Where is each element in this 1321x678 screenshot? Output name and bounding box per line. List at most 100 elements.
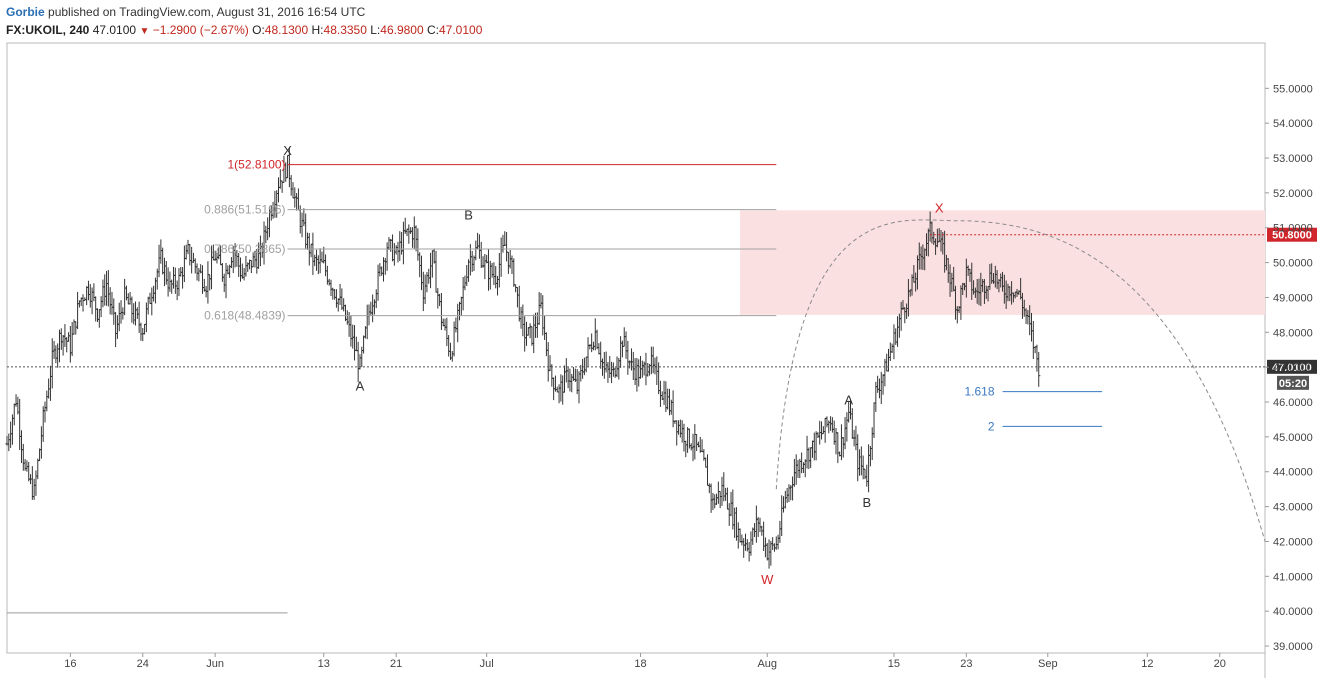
ohlc-bar [66,332,71,342]
ohlc-bar [86,280,91,301]
ohlc-bar [10,414,15,445]
ohlc-bar [193,258,197,274]
ohlc-bar [646,362,650,377]
ohlc-bar [349,315,353,347]
ohlc-bar [678,419,682,438]
ohlc-bar [385,242,389,271]
ohlc-bar [352,325,357,361]
ohlc-bar [879,371,883,405]
author-link[interactable]: Gorbie [6,5,45,19]
ohlc-bar [559,374,563,402]
ohlc-bar [590,333,594,353]
ohlc-bar [159,239,163,264]
ohlc-bar [479,241,483,268]
ohlc-bar [767,539,771,569]
arc-projection[interactable] [775,219,1266,542]
y-tick-label: 55.0000 [1273,83,1313,95]
ohlc-bar [897,313,901,338]
ohlc-bar [626,340,630,375]
ohlc-line: FX:UKOIL, 240 47.0100 ▼ −1.2900 (−2.67%)… [6,21,1306,41]
ohlc-bar [499,237,503,277]
y-tick-label: 49.0000 [1273,292,1313,304]
ohlc-bar [21,443,25,471]
ohlc-bar [638,356,643,379]
ohlc-bar [224,262,228,299]
ohlc-bar [387,237,391,250]
ohlc-bar [841,436,845,458]
ohlc-bar [546,342,550,382]
ohlc-bar [517,285,521,322]
ohlc-bar [157,244,161,278]
ohlc-bar [200,265,205,294]
ohlc-bar [137,301,141,333]
wave-label: W [761,572,774,587]
ohlc-bar [691,433,695,462]
symbol-label[interactable]: FX:UKOIL, 240 [6,23,90,37]
ohlc-bar [316,255,320,275]
ohlc-bar [814,431,818,461]
ohlc-bar [729,491,733,517]
high-label: H: [311,23,324,37]
ohlc-bar [501,234,505,253]
ohlc-bar [305,232,310,250]
ohlc-bar [514,284,518,293]
ohlc-bar [765,542,769,561]
ohlc-bar [394,245,398,255]
ohlc-bar [88,283,92,308]
x-tick-label: Jun [206,658,224,670]
ohlc-bar [562,365,567,393]
down-arrow-icon: ▼ [139,26,150,37]
ohlc-bar [825,416,829,428]
ohlc-bar [39,426,43,459]
ohlc-bar [405,228,409,237]
ohlc-bar [396,241,400,263]
ohlc-bar [474,240,478,261]
ohlc-bar [12,403,16,426]
ohlc-bar [495,275,500,296]
ohlc-bar [54,345,58,364]
ohlc-bar [876,375,880,393]
ohlc-bar [238,257,243,282]
ohlc-bar [95,308,100,322]
ohlc-bar [756,517,760,537]
ohlc-bar [9,421,13,448]
x-tick-label: 18 [634,658,646,670]
ohlc-bar [436,288,440,309]
ohlc-bar [419,255,424,291]
ohlc-bar [416,228,420,261]
ohlc-bar [705,454,710,486]
ohlc-bar [90,287,94,315]
resistance-zone[interactable] [740,210,1265,315]
ohlc-bar [229,257,234,269]
x-tick-label: Sep [1038,658,1058,670]
ohlc-bar [50,338,54,389]
ohlc-bar [892,324,896,360]
ohlc-bar [465,265,469,287]
ohlc-bar [296,188,301,211]
ohlc-bar [162,257,167,287]
ohlc-bar [890,343,894,353]
ohlc-bar [206,261,210,304]
ohlc-bar [682,423,686,452]
x-tick-label: 13 [318,658,330,670]
last-price: 47.0100 [92,23,137,37]
current-price-tag [1267,359,1317,374]
x-tick-label: 15 [888,658,900,670]
ohlc-bar [776,534,780,550]
ohlc-bar [99,296,103,318]
ohlc-bar [809,447,813,468]
ohlc-bar [329,279,333,297]
ohlc-bar [445,317,449,347]
ohlc-bar [390,234,395,262]
ohlc-bar [794,454,798,485]
ohlc-bar [285,154,290,179]
ohlc-bar [452,321,456,357]
ohlc-bar [839,424,844,461]
ohlc-bar [709,483,713,513]
close-label: C: [427,23,439,37]
countdown-text: 05:20 [1279,378,1307,390]
chart-header: Gorbie published on TradingView.com, Aug… [6,3,1306,41]
ohlc-bar [504,232,509,262]
published-text: published on TradingView.com, August 31,… [48,5,366,19]
